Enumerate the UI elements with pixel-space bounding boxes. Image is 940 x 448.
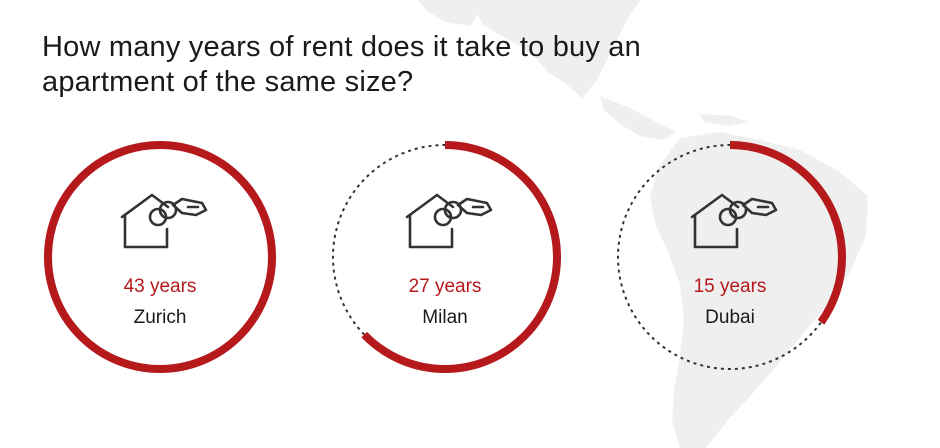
city-name: Dubai — [705, 307, 755, 328]
house-keys-icon — [405, 193, 493, 249]
city-card-zurich: 43 years Zurich — [40, 137, 280, 377]
page-title: How many years of rent does it take to b… — [42, 31, 641, 98]
city-name: Milan — [422, 307, 468, 328]
ring-progress — [329, 141, 561, 373]
ring-progress — [44, 141, 276, 373]
house-keys-icon — [120, 193, 208, 249]
years-value: 15 years — [693, 276, 767, 297]
city-name: Zurich — [133, 307, 187, 328]
years-value: 27 years — [408, 276, 482, 297]
years-ring — [614, 141, 846, 373]
city-card-dubai: 15 years Dubai — [610, 137, 850, 377]
years-ring — [329, 141, 561, 373]
house-keys-icon — [690, 193, 778, 249]
city-card-milan: 27 years Milan — [325, 137, 565, 377]
years-ring — [44, 141, 276, 373]
ring-progress — [614, 141, 846, 373]
years-value: 43 years — [123, 276, 197, 297]
